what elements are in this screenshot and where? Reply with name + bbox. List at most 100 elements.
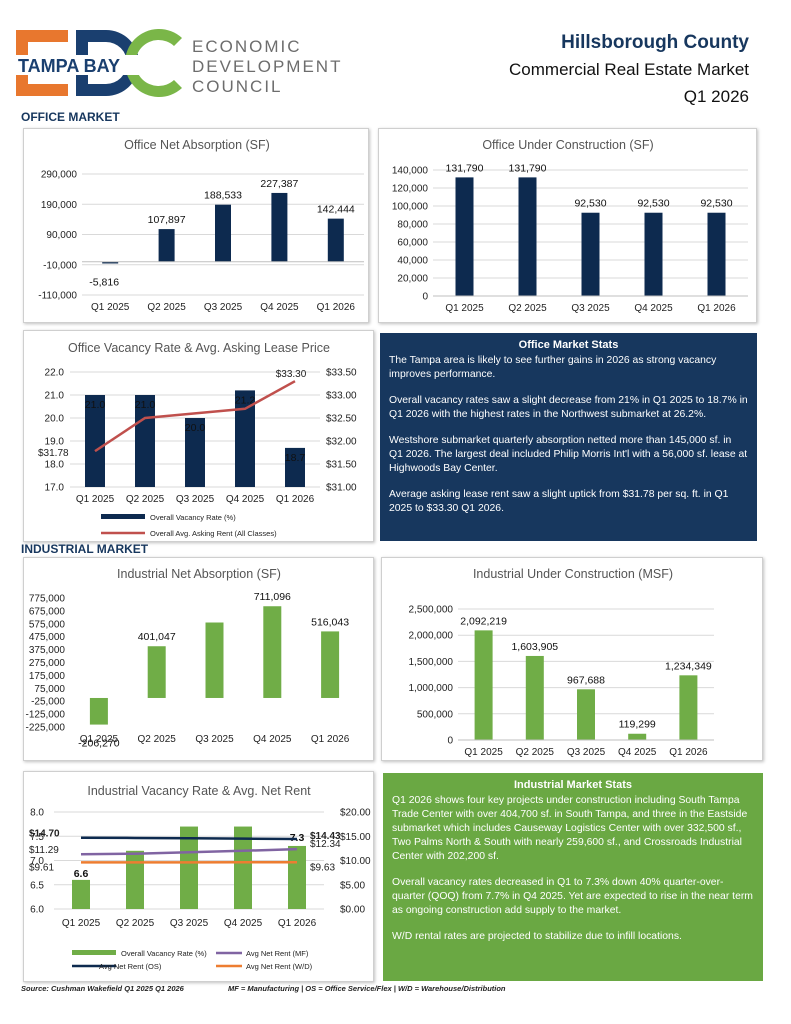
ind_vac-line-2 <box>80 836 298 841</box>
office_uc-ytick: 80,000 <box>397 220 428 231</box>
office_abs-xtick: Q2 2025 <box>147 302 186 313</box>
office_uc-ytick: 0 <box>422 292 428 303</box>
ind_vac-legend-label: Overall Vacancy Rate (%) <box>121 949 207 958</box>
ind_uc-bar <box>577 689 595 740</box>
ind_uc-ytick: 0 <box>447 736 453 747</box>
ind_abs-data-label: -206,270 <box>78 738 120 750</box>
office_abs-bar <box>102 261 119 264</box>
ind_uc-ytick: 1,000,000 <box>409 683 454 694</box>
ind_uc-ytick: 500,000 <box>417 709 454 720</box>
ind_abs-ytick: 675,000 <box>29 606 66 617</box>
ind_vac-y2tick: $15.00 <box>340 832 371 843</box>
ind_uc-bar <box>679 675 698 740</box>
ind_abs-ytick: -225,000 <box>26 723 66 734</box>
ind_vac-ytick: 7.5 <box>30 832 44 843</box>
industrial-section-label: INDUSTRIAL MARKET <box>21 542 149 556</box>
office_uc-bar <box>518 177 537 296</box>
ind_abs-data-label: 711,096 <box>254 591 291 603</box>
ind_uc-bar <box>474 630 493 740</box>
ind_vac-bar <box>180 826 198 909</box>
office_uc-ytick: 40,000 <box>397 256 428 267</box>
ind_abs-bar <box>205 622 224 698</box>
ind_vac-bar <box>234 826 252 909</box>
office-stats-panel: Office Market Stats The Tampa area is li… <box>380 333 757 541</box>
ind_vac-y2tick: $20.00 <box>340 808 371 819</box>
office_uc-ytick: 60,000 <box>397 238 428 249</box>
office-vacancy-chart: Office Vacancy Rate & Avg. Asking Lease … <box>23 330 374 542</box>
office_vac-title: Office Vacancy Rate & Avg. Asking Lease … <box>68 341 330 355</box>
ind_abs-title: Industrial Net Absorption (SF) <box>117 567 281 581</box>
ind_vac-legend-swatch <box>72 950 116 955</box>
ind_vac-title: Industrial Vacancy Rate & Avg. Net Rent <box>87 784 311 798</box>
office_vac-rent-label: $33.30 <box>276 369 307 380</box>
office_uc-ytick: 120,000 <box>392 184 429 195</box>
ind_uc-xtick: Q1 2025 <box>464 747 503 758</box>
office_abs-ytick: 190,000 <box>41 200 78 211</box>
ind_uc-ytick: 2,000,000 <box>409 631 454 642</box>
ind_vac-line-1 <box>80 847 298 856</box>
ind_vac-line-label: $14.70 <box>29 829 60 840</box>
office_vac-bar-label: 21.0 <box>85 399 106 411</box>
ind_abs-bar <box>147 646 166 698</box>
industrial-vacancy-chart: Industrial Vacancy Rate & Avg. Net Rent 8… <box>23 771 374 982</box>
tampa-bay-edc-logo: TAMPA BAY ECONOMIC DEVELOPMENT COUNCIL <box>14 28 342 97</box>
office_vac-xtick: Q2 2025 <box>126 494 165 505</box>
ind_vac-bar <box>72 879 90 909</box>
office_vac-ytick: 18.0 <box>45 460 65 471</box>
ind_abs-ytick: 775,000 <box>29 594 66 605</box>
ind_uc-ytick: 1,500,000 <box>409 657 454 668</box>
office_uc-data-label: 92,530 <box>700 198 732 210</box>
office_vac-bar <box>285 447 305 487</box>
office_vac-bar <box>235 390 255 487</box>
office_uc-bar <box>455 177 474 296</box>
header-period: Q1 2026 <box>683 87 749 106</box>
office_vac-xtick: Q1 2025 <box>76 494 115 505</box>
ind_abs-ytick: 475,000 <box>29 632 66 643</box>
office_vac-y2tick: $33.00 <box>326 391 357 402</box>
ind_vac-ytick: 8.0 <box>30 808 44 819</box>
office_uc-data-label: 92,530 <box>637 198 669 210</box>
ind_abs-xtick: Q3 2025 <box>195 734 234 745</box>
office_vac-ytick: 20.0 <box>45 414 65 425</box>
ind_abs-ytick: -25,000 <box>31 697 65 708</box>
ind_uc-data-label: 967,688 <box>567 674 605 686</box>
ind_uc-bar <box>628 733 647 740</box>
office_abs-bar <box>271 192 288 262</box>
ind_vac-line-label: $9.61 <box>29 862 54 873</box>
ind_vac-y2tick: $10.00 <box>340 856 371 867</box>
ind_abs-bar <box>263 606 282 698</box>
office_vac-xtick: Q1 2026 <box>276 494 315 505</box>
office-stats-p1: The Tampa area is likely to see further … <box>389 355 717 380</box>
office_uc-ytick: 100,000 <box>392 202 429 213</box>
office-net-absorption-chart: Office Net Absorption (SF) 290,000 190,000… <box>23 128 369 323</box>
office_vac-bar <box>185 418 205 487</box>
office_abs-title: Office Net Absorption (SF) <box>124 138 270 152</box>
office_vac-y2tick: $31.50 <box>326 460 357 471</box>
office-section-label: OFFICE MARKET <box>21 110 120 124</box>
ind_uc-bar <box>525 655 544 740</box>
office_vac-xtick: Q4 2025 <box>226 494 265 505</box>
industrial-stats-title: Industrial Market Stats <box>514 779 632 791</box>
office-stats-p4: Average asking lease rent saw a slight u… <box>389 489 729 514</box>
office_uc-ytick: 140,000 <box>392 166 429 177</box>
office_vac-rent-line <box>94 380 296 453</box>
logo-line2: DEVELOPMENT <box>192 57 342 76</box>
footer-key: MF = Manufacturing | OS = Office Service… <box>228 984 506 993</box>
ind_vac-bar-label: 6.6 <box>74 868 89 880</box>
office_vac-bar-label: 18.7 <box>285 452 306 464</box>
ind_vac-ytick: 6.5 <box>30 880 44 891</box>
ind_abs-xtick: Q2 2025 <box>138 734 177 745</box>
office_vac-legend-swatch <box>101 514 145 519</box>
office_uc-xtick: Q1 2026 <box>697 303 736 314</box>
ind_abs-ytick: 275,000 <box>29 658 66 669</box>
ind_vac-xtick: Q1 2026 <box>278 918 317 929</box>
industrial-stats-p2: Overall vacancy rates decreased in Q1 to… <box>392 877 753 916</box>
office-stats-p3: Westshore submarket quarterly absorption… <box>389 435 748 474</box>
ind_vac-y2tick: $5.00 <box>340 880 365 891</box>
office_uc-xtick: Q3 2025 <box>571 303 610 314</box>
office_abs-xtick: Q1 2025 <box>91 302 130 313</box>
office_vac-bar-label: 21.2 <box>235 394 256 406</box>
ind_uc-ytick: 2,500,000 <box>409 605 454 616</box>
office_abs-xtick: Q3 2025 <box>204 302 243 313</box>
office_abs-data-label: 107,897 <box>148 214 186 226</box>
